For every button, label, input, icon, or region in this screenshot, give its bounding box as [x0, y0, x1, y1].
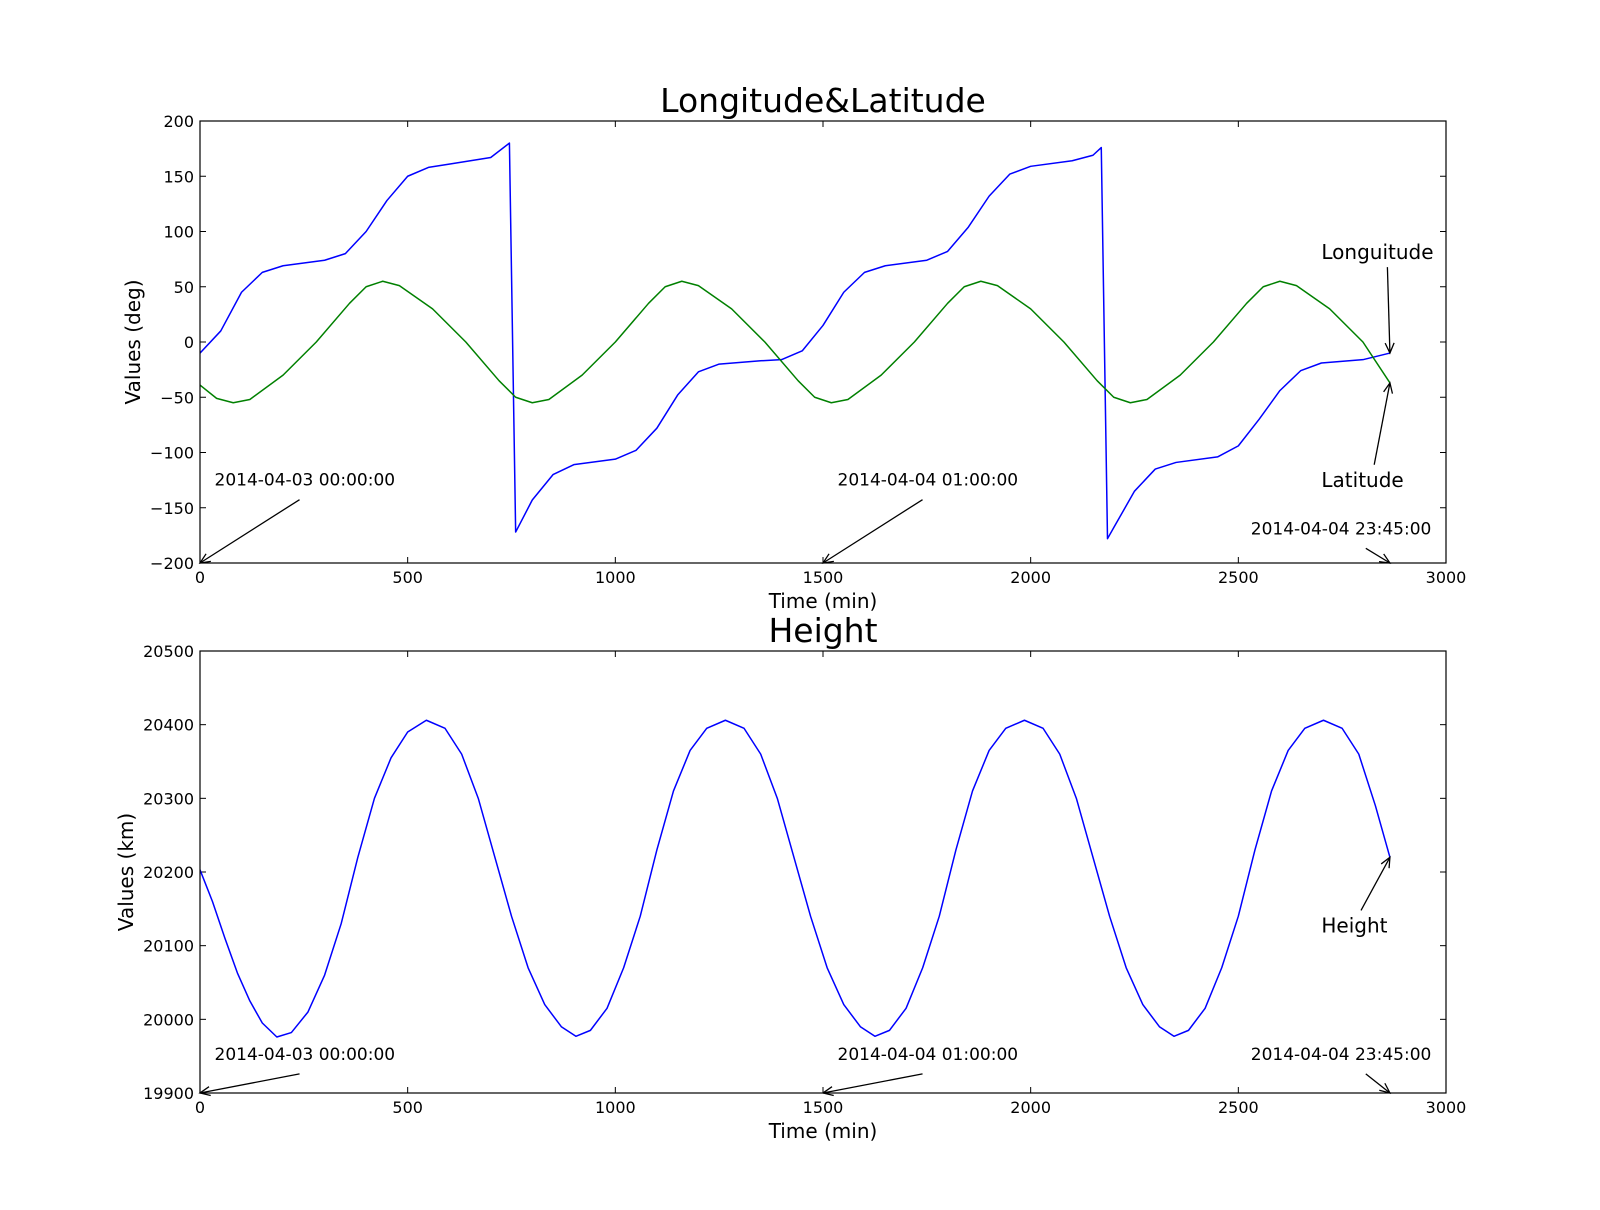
annotation-arrow	[1373, 382, 1391, 465]
y-tick-label: 20300	[143, 789, 194, 808]
annotation-text: 2014-04-03 00:00:00	[215, 471, 396, 491]
annotation-text: 2014-04-04 23:45:00	[1251, 1045, 1432, 1065]
y-axis-title: Values (km)	[114, 813, 138, 931]
annotation-arrowhead	[1379, 1082, 1392, 1094]
y-tick-label: 20200	[143, 863, 194, 882]
annotation-arrow	[199, 499, 300, 564]
x-tick-label: 2500	[1218, 1098, 1259, 1117]
annotation-arrowhead	[821, 553, 834, 564]
annotation-arrow	[822, 499, 923, 564]
x-tick-label: 1000	[595, 1098, 636, 1117]
y-axis-title: Values (deg)	[121, 280, 145, 405]
series-line-longuitude	[200, 142, 1391, 540]
x-tick-label: 0	[195, 1098, 205, 1117]
x-tick-label: 500	[392, 568, 423, 587]
annotation-arrow	[1386, 267, 1391, 354]
x-tick-label: 0	[195, 568, 205, 587]
annotation-arrow	[822, 1073, 923, 1094]
annotation-arrowhead	[821, 1086, 834, 1097]
x-tick-label: 2500	[1218, 568, 1259, 587]
x-axis-title: Time (min)	[768, 589, 878, 613]
y-tick-label: −200	[150, 554, 194, 573]
annotation-text: 2014-04-03 00:00:00	[215, 1045, 396, 1065]
annotation-arrow	[199, 1073, 300, 1094]
y-tick-label: 20400	[143, 716, 194, 735]
x-tick-label: 1000	[595, 568, 636, 587]
x-tick-label: 1500	[803, 568, 844, 587]
y-tick-label: −50	[160, 388, 194, 407]
y-tick-label: 50	[174, 278, 194, 297]
x-tick-label: 2000	[1010, 1098, 1051, 1117]
annotation-text: 2014-04-04 01:00:00	[838, 1045, 1019, 1065]
annotation-text: 2014-04-04 23:45:00	[1251, 519, 1432, 539]
x-tick-label: 500	[392, 1098, 423, 1117]
chart-panel-1: Height 0 500 1000 1500 2000 2500 3000 20500 20400…	[114, 611, 1466, 1143]
annotation-arrowhead	[1380, 855, 1391, 869]
series-label-text: Latitude	[1321, 468, 1403, 492]
x-tick-label: 2000	[1010, 568, 1051, 587]
annotation-arrowhead	[1378, 553, 1392, 564]
x-tick-label: 3000	[1426, 1098, 1467, 1117]
annotation-text: 2014-04-04 01:00:00	[838, 471, 1019, 491]
y-tick-label: 100	[163, 223, 194, 242]
series-label-text: Longuitude	[1321, 240, 1433, 264]
chart-title: Longitude&Latitude	[660, 81, 986, 120]
series-line-latitude	[200, 280, 1391, 404]
annotation-arrowhead	[198, 553, 211, 564]
y-tick-label: 19900	[143, 1084, 194, 1103]
series-label-text: Height	[1321, 913, 1387, 937]
y-tick-label: 20000	[143, 1010, 194, 1029]
annotation-arrowhead	[1384, 342, 1395, 355]
y-tick-label: 0	[184, 333, 194, 352]
chart-title: Height	[768, 611, 877, 650]
y-tick-label: −150	[150, 499, 194, 518]
series-line-height	[200, 719, 1391, 1038]
x-tick-label: 3000	[1426, 568, 1467, 587]
y-tick-label: 150	[163, 167, 194, 186]
y-tick-label: 20500	[143, 642, 194, 661]
y-tick-label: −100	[150, 444, 194, 463]
y-tick-label: 20100	[143, 937, 194, 956]
y-tick-label: 200	[163, 112, 194, 131]
x-axis-title: Time (min)	[768, 1119, 878, 1143]
annotation-arrowhead	[1383, 381, 1394, 394]
x-tick-label: 1500	[803, 1098, 844, 1117]
annotation-arrow	[1360, 856, 1391, 911]
annotation-arrow	[1365, 1073, 1391, 1094]
annotation-arrowhead	[198, 1086, 211, 1097]
annotation-arrow	[1365, 547, 1391, 564]
